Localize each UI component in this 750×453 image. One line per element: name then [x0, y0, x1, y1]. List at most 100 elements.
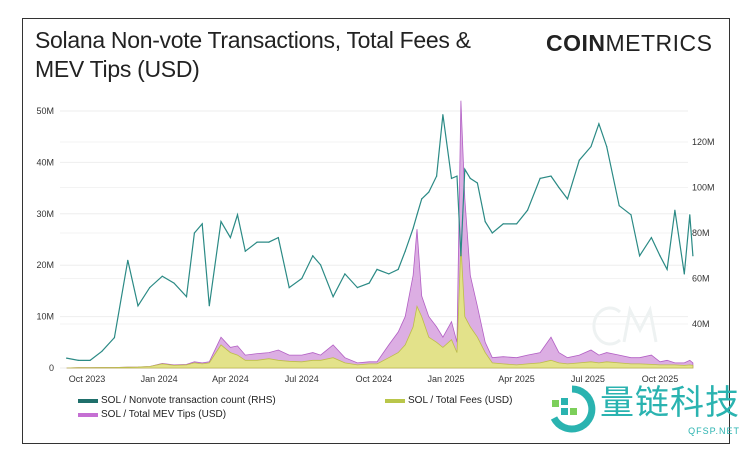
qfsp-watermark: 量链科技 QFSP.NET: [548, 384, 740, 437]
x-tick-label: Oct 2025: [642, 374, 679, 384]
tx-point: [288, 287, 290, 289]
x-tick-label: Jan 2025: [427, 374, 464, 384]
tx-point: [442, 114, 444, 116]
tx-point: [476, 182, 478, 184]
tx-point: [469, 177, 471, 179]
tx-point: [484, 221, 486, 223]
y-left-tick-label: 10M: [36, 312, 54, 322]
tx-point: [332, 296, 334, 298]
tx-point: [650, 236, 652, 239]
tx-point: [590, 145, 592, 148]
tx-point: [77, 359, 79, 361]
tx-point: [464, 168, 466, 170]
watermark-url: QFSP.NET: [688, 426, 740, 436]
y-right-tick-label: 80M: [692, 228, 710, 238]
chart-frame: [22, 18, 730, 444]
tx-point: [173, 282, 175, 284]
tx-point: [578, 159, 580, 161]
tx-point: [220, 221, 222, 223]
legend-item-tx: SOL / Nonvote transaction count (RHS): [78, 395, 276, 407]
tx-point: [66, 357, 68, 359]
tx-point: [397, 268, 399, 270]
tx-point: [344, 273, 346, 275]
x-tick-label: Jan 2024: [141, 374, 178, 384]
x-tick-label: Jul 2024: [285, 374, 319, 384]
tx-point: [193, 232, 195, 234]
tx-point: [460, 255, 462, 257]
tx-point: [101, 350, 103, 352]
tx-point: [539, 177, 541, 179]
x-tick-label: Apr 2024: [212, 374, 249, 384]
tx-point: [558, 186, 560, 189]
tx-point: [208, 305, 210, 307]
tx-point: [436, 175, 438, 177]
tx-point: [268, 241, 270, 243]
tx-point: [368, 282, 370, 284]
qfsp-logo-icon: [550, 385, 596, 433]
legend-label-tx: SOL / Nonvote transaction count (RHS): [101, 395, 276, 406]
tx-point: [356, 287, 359, 289]
tx-point: [639, 255, 641, 257]
series-total-fees-area: [66, 244, 694, 369]
tx-point: [606, 145, 608, 148]
tx-point: [388, 273, 390, 275]
tx-point: [683, 273, 685, 275]
tx-point: [277, 236, 279, 239]
tx-point: [450, 177, 453, 179]
tx-point: [312, 255, 314, 257]
y-right-tick-label: 40M: [692, 319, 710, 329]
chart-title: Solana Non-vote Transactions, Total Fees…: [35, 27, 471, 82]
tx-point: [244, 250, 246, 252]
legend-swatch-tx: [78, 399, 98, 403]
y-right-tick-label: 120M: [692, 137, 715, 147]
y-left-tick-label: 50M: [36, 106, 54, 116]
tx-point: [89, 359, 91, 361]
y-left-tick-label: 30M: [36, 209, 54, 219]
y-left-tick-label: 0: [49, 363, 54, 373]
legend-label-mev: SOL / Total MEV Tips (USD): [101, 409, 227, 420]
legend-swatch-mev: [78, 413, 98, 417]
tx-point: [689, 214, 691, 216]
tx-point: [229, 236, 232, 239]
x-tick-label: Jul 2025: [571, 374, 605, 384]
series-tx-count-line: [66, 114, 694, 361]
tx-point: [598, 123, 600, 125]
tx-point: [201, 223, 203, 225]
tx-point: [515, 223, 518, 225]
x-tick-label: Oct 2023: [69, 374, 106, 384]
x-tick-label: Oct 2024: [356, 374, 393, 384]
tx-point: [428, 191, 430, 193]
tx-point: [526, 209, 529, 211]
tx-point: [666, 268, 668, 270]
y-right-tick-label: 60M: [692, 274, 710, 284]
tx-point: [502, 223, 504, 225]
tx-point: [550, 175, 552, 177]
tx-point: [161, 275, 163, 277]
tx-point: [412, 227, 414, 230]
y-left-tick-label: 20M: [36, 260, 54, 270]
tx-point: [674, 209, 676, 211]
legend-swatch-fees: [385, 399, 405, 403]
watermark-text-block: 量链科技 QFSP.NET: [600, 384, 740, 437]
legend-item-fees: SOL / Total Fees (USD): [385, 395, 512, 407]
tx-point: [113, 337, 116, 339]
tx-point: [566, 198, 569, 200]
legend-item-mev: SOL / Total MEV Tips (USD): [78, 409, 226, 421]
tx-point: [456, 175, 458, 177]
cm-watermark-icon: [592, 305, 658, 346]
tx-point: [618, 205, 620, 207]
tx-point: [404, 250, 406, 252]
tx-point: [137, 305, 139, 307]
legend-label-fees: SOL / Total Fees (USD): [408, 395, 513, 406]
y-right-tick-label: 100M: [692, 183, 715, 193]
tx-point: [376, 268, 378, 270]
watermark-text: 量链科技: [600, 383, 740, 423]
y-left-tick-label: 40M: [36, 157, 54, 167]
tx-point: [416, 214, 418, 216]
tx-point: [630, 214, 632, 216]
tx-point: [491, 232, 493, 234]
tx-point: [236, 214, 239, 216]
tx-point: [421, 198, 423, 200]
tx-point: [319, 264, 322, 266]
